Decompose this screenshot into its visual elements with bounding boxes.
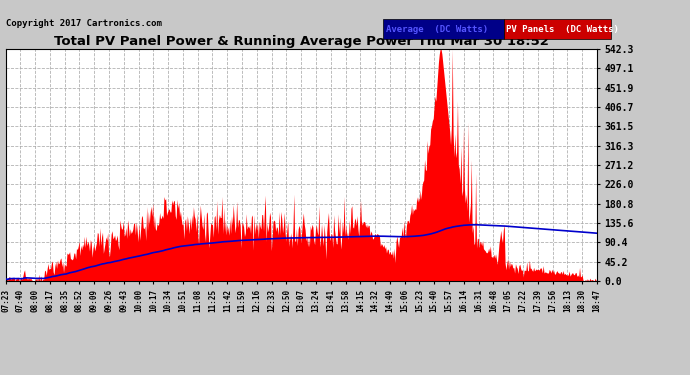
Title: Total PV Panel Power & Running Average Power Thu Mar 30 18:52: Total PV Panel Power & Running Average P… bbox=[54, 34, 549, 48]
Text: Copyright 2017 Cartronics.com: Copyright 2017 Cartronics.com bbox=[6, 18, 162, 27]
Text: PV Panels  (DC Watts): PV Panels (DC Watts) bbox=[506, 25, 620, 34]
Text: Average  (DC Watts): Average (DC Watts) bbox=[386, 25, 488, 34]
